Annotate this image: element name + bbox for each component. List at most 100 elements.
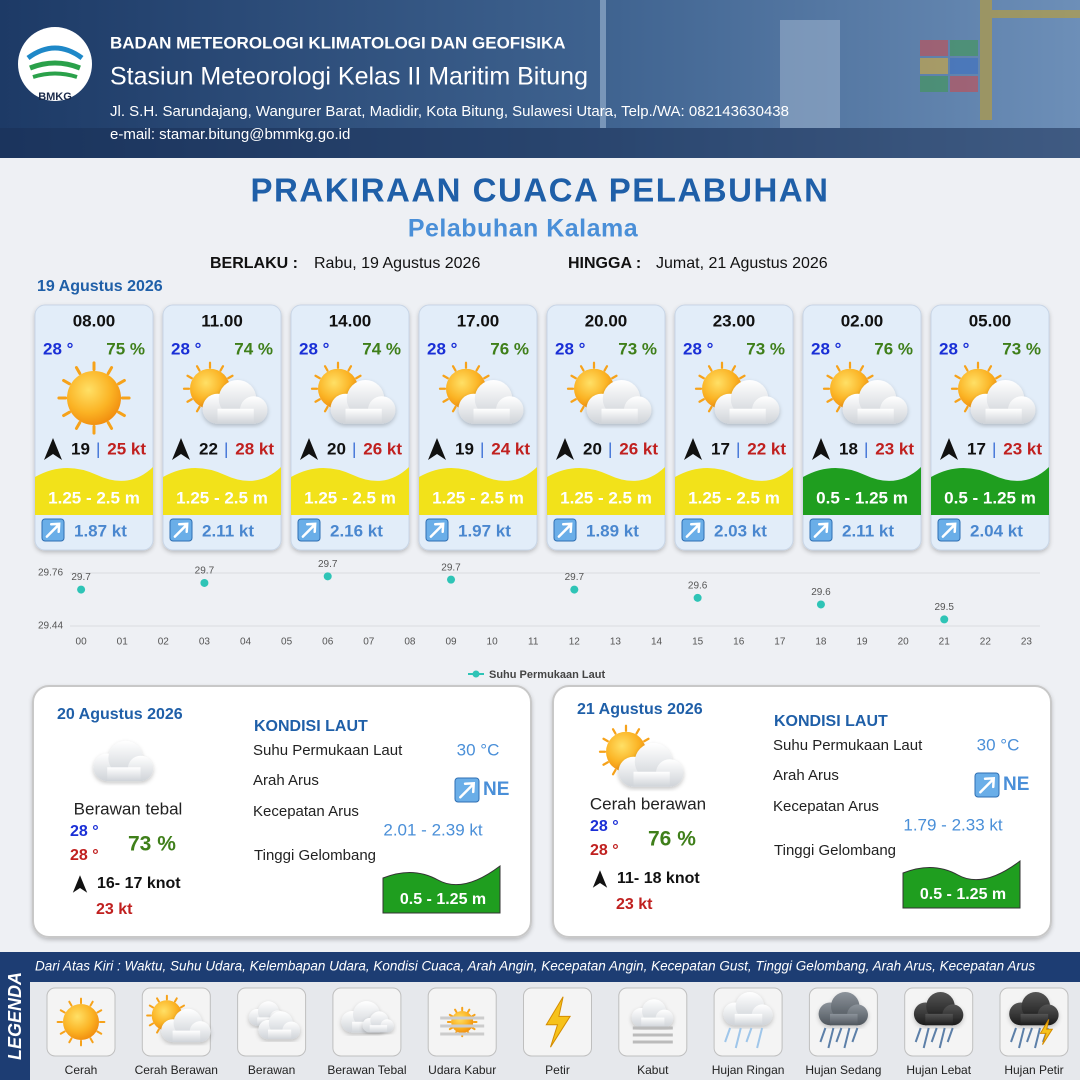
x-tick-label: 12 bbox=[569, 637, 581, 648]
cloud-part bbox=[641, 1017, 665, 1028]
sun-ray bbox=[570, 374, 577, 380]
x-tick-label: 20 bbox=[898, 637, 910, 648]
x-tick-label: 18 bbox=[815, 637, 827, 648]
current-speed: 1.97 kt bbox=[458, 521, 511, 540]
sun-ray bbox=[471, 1026, 476, 1031]
wave-band bbox=[35, 467, 153, 515]
gust-speed: 24 kt bbox=[491, 439, 530, 458]
temperature-max: 28 ° bbox=[590, 842, 619, 859]
x-tick-label: 22 bbox=[980, 637, 992, 648]
data-label: 29.5 bbox=[935, 602, 955, 613]
forecast-card: 14.00 28 ° 74 % 20 | 26 kt 1.25 - 2.5 m 2.16 kt bbox=[290, 304, 410, 551]
wave-height: 1.25 - 2.5 m bbox=[176, 488, 268, 507]
direction-label: Arah Arus bbox=[253, 772, 319, 789]
current-icon bbox=[454, 777, 480, 803]
legend-item-label: Hujan Lebat bbox=[906, 1063, 971, 1077]
legend-description-bar bbox=[30, 952, 1080, 982]
humidity: 74 % bbox=[362, 339, 401, 358]
wind-separator: | bbox=[480, 439, 484, 458]
cloud-icon bbox=[258, 1011, 301, 1040]
forecast-card: 08.00 28 ° 75 % 19 | 25 kt 1.25 - 2.5 m 1.87 kt bbox=[34, 304, 154, 551]
air-temperature: 28 ° bbox=[43, 339, 74, 358]
wave-label: Tinggi Gelombang bbox=[254, 847, 376, 864]
current-icon bbox=[553, 518, 577, 542]
sun-ray bbox=[195, 405, 201, 413]
current-arrow bbox=[459, 781, 476, 799]
forecast-card: 20.00 28 ° 73 % 20 | 26 kt 1.25 - 2.5 m 1.89 kt bbox=[546, 304, 666, 551]
legend-item-label: Hujan Ringan bbox=[712, 1063, 785, 1077]
rain-drop bbox=[724, 1027, 732, 1043]
sst-value: 30 °C bbox=[977, 735, 1020, 754]
current-arrow bbox=[941, 522, 957, 538]
cloud-icon bbox=[842, 380, 908, 424]
humidity: 76 % bbox=[490, 339, 529, 358]
legend-item-label: Berawan bbox=[248, 1063, 295, 1077]
sun-ray bbox=[707, 405, 713, 413]
sun-disc bbox=[63, 1004, 99, 1040]
cloud-icon bbox=[818, 992, 868, 1026]
data-label: 29.7 bbox=[195, 566, 215, 577]
sun-ray bbox=[579, 405, 585, 413]
section-title: KONDISI LAUT bbox=[774, 713, 888, 730]
humidity: 73 % bbox=[618, 339, 657, 358]
cloud-part bbox=[473, 408, 510, 424]
sun-ray bbox=[148, 1004, 155, 1009]
wave-height: 1.25 - 2.5 m bbox=[304, 488, 396, 507]
sun-ray bbox=[74, 366, 82, 375]
legend-item-label: Cerah Berawan bbox=[135, 1063, 218, 1077]
sun-ray bbox=[323, 365, 329, 372]
sun-ray bbox=[483, 374, 490, 380]
current-arrow bbox=[429, 522, 445, 538]
cloud-icon bbox=[93, 740, 154, 782]
sun-ray bbox=[68, 1000, 73, 1007]
air-temperature: 28 ° bbox=[683, 339, 714, 358]
rain-drop bbox=[745, 1027, 753, 1043]
current-icon bbox=[297, 518, 321, 542]
wind-separator: | bbox=[224, 439, 228, 458]
wave-height: 1.25 - 2.5 m bbox=[48, 488, 140, 507]
sun-ray bbox=[835, 365, 841, 372]
wind-separator: | bbox=[352, 439, 356, 458]
current-icon bbox=[169, 518, 193, 542]
wave-band bbox=[803, 467, 921, 515]
forecast-card: 05.00 28 ° 73 % 17 | 23 kt 0.5 - 1.25 m 2.04 kt bbox=[930, 304, 1050, 551]
sun-ray bbox=[448, 1026, 454, 1031]
current-icon bbox=[681, 518, 705, 542]
sun-ray bbox=[156, 997, 160, 1003]
x-tick-label: 01 bbox=[117, 637, 129, 648]
sun-ray bbox=[314, 398, 321, 403]
air-temperature: 28 ° bbox=[939, 339, 970, 358]
current-icon bbox=[425, 518, 449, 542]
forecast-time: 05.00 bbox=[969, 311, 1012, 330]
forecast-time: 23.00 bbox=[713, 311, 756, 330]
sun-ray bbox=[59, 1030, 66, 1035]
rain-drop bbox=[819, 1027, 827, 1043]
data-point bbox=[940, 615, 949, 624]
sun-ray bbox=[835, 405, 841, 413]
legend-item-label: Petir bbox=[545, 1063, 570, 1077]
x-tick-label: 08 bbox=[404, 637, 416, 648]
cloud-icon bbox=[1009, 992, 1059, 1026]
forecast-card: 17.00 28 ° 76 % 19 | 24 kt 1.25 - 2.5 m 1.97 kt bbox=[418, 304, 538, 551]
wave-height: 1.25 - 2.5 m bbox=[432, 488, 524, 507]
rain-drop bbox=[734, 1027, 742, 1049]
sun-ray bbox=[611, 374, 618, 380]
wave-band bbox=[382, 864, 501, 914]
wave-label: Tinggi Gelombang bbox=[774, 842, 896, 859]
legend-item-label: Udara Kabur bbox=[428, 1063, 496, 1077]
rain-drop bbox=[851, 1027, 859, 1043]
gust-speed: 26 kt bbox=[363, 439, 402, 458]
wind-arrow bbox=[428, 438, 446, 460]
legend-item: Kabut bbox=[618, 987, 688, 1077]
wind-separator: | bbox=[864, 439, 868, 458]
sun-ray bbox=[68, 1037, 73, 1044]
sun-ray bbox=[826, 398, 833, 403]
current-arrow bbox=[45, 522, 61, 538]
gust-speed: 22 kt bbox=[747, 439, 786, 458]
sun-ray bbox=[117, 410, 126, 418]
x-tick-label: 23 bbox=[1021, 637, 1033, 648]
logo-mark bbox=[26, 45, 84, 79]
data-label: 29.7 bbox=[71, 572, 91, 583]
cloud-part bbox=[633, 771, 670, 787]
legend-title: LEGENDA bbox=[5, 972, 25, 1060]
